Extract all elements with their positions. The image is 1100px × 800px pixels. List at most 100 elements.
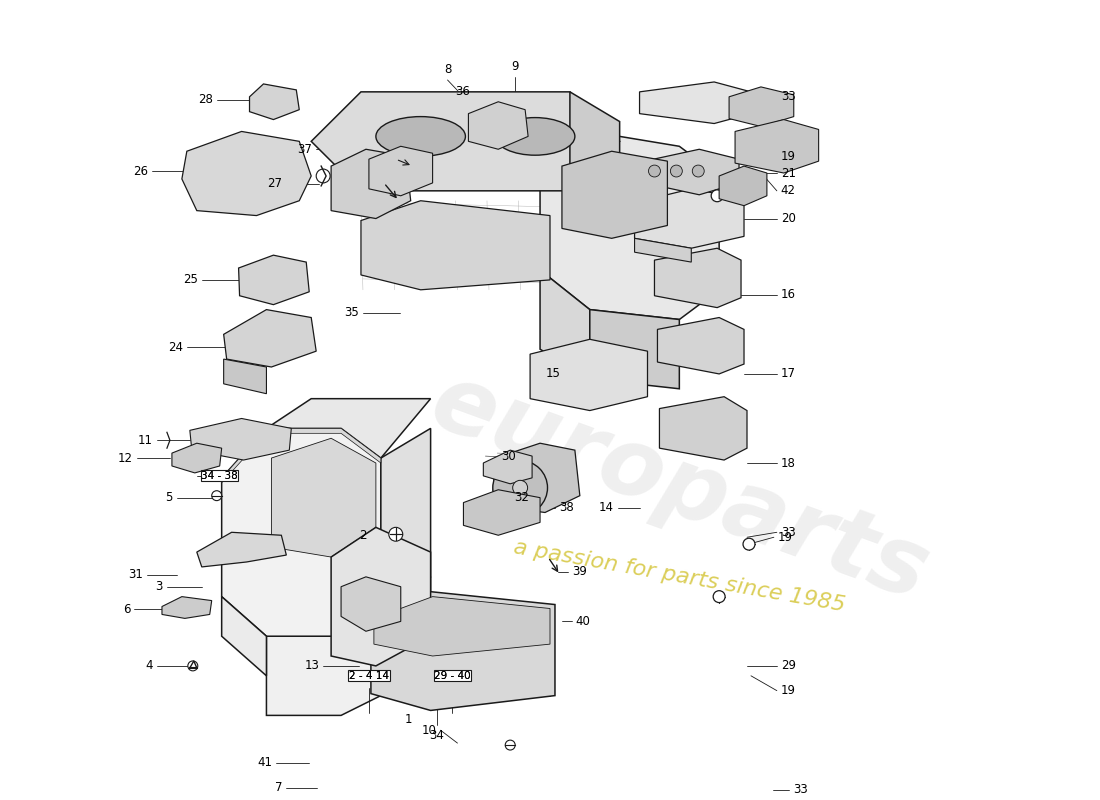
Text: 35: 35 (344, 306, 359, 319)
Text: 41: 41 (257, 757, 273, 770)
Polygon shape (590, 310, 680, 389)
Polygon shape (331, 527, 430, 666)
Polygon shape (222, 597, 266, 676)
Text: 12: 12 (118, 451, 133, 465)
Text: 34 - 38: 34 - 38 (201, 471, 238, 481)
Text: 25: 25 (183, 274, 198, 286)
Polygon shape (331, 150, 410, 218)
Text: 9: 9 (512, 60, 519, 73)
Text: 20: 20 (781, 212, 795, 225)
Ellipse shape (513, 480, 528, 495)
Polygon shape (172, 443, 222, 473)
Polygon shape (190, 418, 292, 460)
Text: 42: 42 (781, 184, 795, 198)
Text: 18: 18 (781, 457, 795, 470)
Ellipse shape (376, 117, 465, 156)
Text: 19: 19 (781, 150, 795, 162)
Text: 13: 13 (305, 659, 319, 673)
Text: 3: 3 (155, 580, 163, 594)
Text: 19: 19 (778, 530, 793, 544)
Text: 33: 33 (793, 783, 807, 796)
Text: 15: 15 (546, 367, 561, 381)
Polygon shape (562, 151, 668, 238)
Polygon shape (654, 248, 741, 308)
Text: 27: 27 (267, 178, 283, 190)
Polygon shape (239, 255, 309, 305)
Text: 17: 17 (781, 367, 795, 381)
Polygon shape (658, 318, 744, 374)
Text: 29 - 40: 29 - 40 (434, 671, 471, 681)
Text: a passion for parts since 1985: a passion for parts since 1985 (512, 538, 847, 616)
Circle shape (188, 661, 198, 671)
Polygon shape (719, 166, 767, 206)
FancyBboxPatch shape (201, 470, 239, 482)
Circle shape (649, 165, 660, 177)
Text: 19: 19 (781, 684, 795, 697)
Polygon shape (469, 102, 528, 150)
Text: 16: 16 (781, 288, 795, 302)
Polygon shape (371, 592, 556, 710)
Polygon shape (266, 398, 430, 458)
Text: 7: 7 (275, 781, 283, 794)
Text: 10: 10 (421, 724, 437, 737)
Text: 38: 38 (559, 501, 574, 514)
Polygon shape (639, 82, 751, 123)
Text: europarts: europarts (418, 355, 940, 620)
Polygon shape (361, 201, 550, 290)
Polygon shape (635, 238, 691, 262)
Text: 34 - 38: 34 - 38 (201, 471, 238, 481)
Polygon shape (223, 359, 266, 394)
Text: 26: 26 (133, 165, 148, 178)
Text: 30: 30 (502, 450, 516, 462)
Circle shape (316, 169, 330, 183)
Circle shape (712, 190, 723, 202)
Polygon shape (222, 428, 381, 636)
FancyBboxPatch shape (433, 670, 471, 682)
Text: 5: 5 (165, 491, 173, 504)
Ellipse shape (495, 118, 575, 155)
Polygon shape (266, 577, 430, 715)
Text: 1: 1 (405, 713, 412, 726)
Polygon shape (483, 450, 532, 484)
Text: 11: 11 (138, 434, 153, 446)
Polygon shape (635, 189, 744, 248)
Polygon shape (381, 428, 430, 597)
Polygon shape (250, 84, 299, 119)
Text: 32: 32 (514, 491, 529, 504)
Text: 24: 24 (168, 341, 183, 354)
Polygon shape (182, 131, 311, 215)
Text: 37: 37 (297, 142, 312, 156)
Circle shape (211, 490, 222, 501)
Text: 31: 31 (129, 568, 143, 582)
Text: 36: 36 (455, 85, 470, 98)
Polygon shape (530, 339, 648, 410)
Polygon shape (540, 270, 590, 379)
Polygon shape (374, 597, 550, 656)
Polygon shape (222, 428, 381, 483)
Circle shape (388, 527, 403, 541)
Polygon shape (223, 310, 316, 367)
Text: 6: 6 (122, 603, 130, 616)
Polygon shape (341, 577, 400, 631)
Text: 39: 39 (572, 566, 586, 578)
Text: 29: 29 (781, 659, 795, 673)
Text: 2 - 4 14: 2 - 4 14 (349, 671, 389, 681)
Circle shape (713, 590, 725, 602)
Text: 14: 14 (598, 501, 614, 514)
Polygon shape (162, 597, 211, 618)
Text: 40: 40 (576, 615, 591, 628)
Circle shape (670, 165, 682, 177)
Text: 2: 2 (360, 529, 367, 542)
Polygon shape (463, 490, 540, 535)
Ellipse shape (493, 461, 548, 515)
FancyBboxPatch shape (348, 670, 389, 682)
Polygon shape (493, 443, 580, 513)
Polygon shape (659, 397, 747, 460)
Text: 34: 34 (429, 730, 444, 742)
Text: 33: 33 (781, 526, 795, 538)
Circle shape (692, 165, 704, 177)
Polygon shape (735, 119, 818, 173)
Polygon shape (729, 87, 794, 126)
Text: 8: 8 (443, 63, 451, 76)
Text: 4: 4 (145, 659, 153, 673)
